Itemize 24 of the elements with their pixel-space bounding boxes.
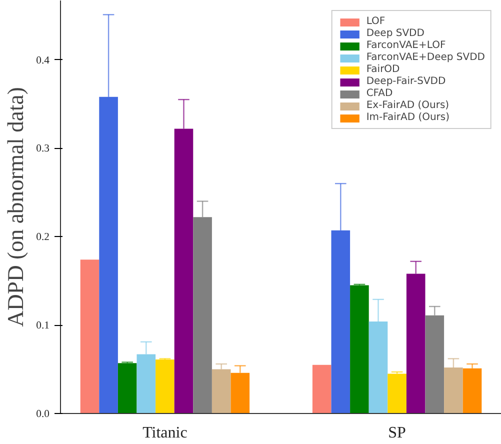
legend-label: Ex-FairAD (Ours) — [366, 100, 450, 111]
legend-label: Im-FairAD (Ours) — [366, 112, 450, 123]
bar — [462, 368, 482, 414]
bar — [388, 374, 406, 414]
y-tick-label: 0.1 — [36, 320, 50, 332]
bar — [350, 285, 369, 414]
legend-label: Deep-Fair-SVDD — [366, 76, 446, 87]
legend-label: Deep SVDD — [366, 28, 424, 39]
bar — [312, 364, 332, 414]
x-tick-label: Titanic — [142, 424, 188, 442]
y-tick-label: 0.4 — [36, 55, 50, 66]
bar — [80, 260, 100, 414]
legend-label: FairOD — [366, 64, 400, 75]
legend-label: FarconVAE+Deep SVDD — [366, 52, 485, 63]
y-tick-label: 0.2 — [36, 232, 50, 244]
y-tick-label: 0.0 — [36, 409, 50, 420]
x-tick-label: SP — [388, 424, 406, 442]
legend-label: FarconVAE+LOF — [366, 40, 446, 51]
y-axis-title: ADPD (on abnormal data) — [3, 87, 28, 327]
bar — [118, 363, 137, 414]
legend-label: LOF — [366, 16, 386, 27]
y-tick-label: 0.3 — [36, 144, 50, 155]
legend-label: CFAD — [366, 88, 393, 99]
bar — [156, 360, 174, 414]
